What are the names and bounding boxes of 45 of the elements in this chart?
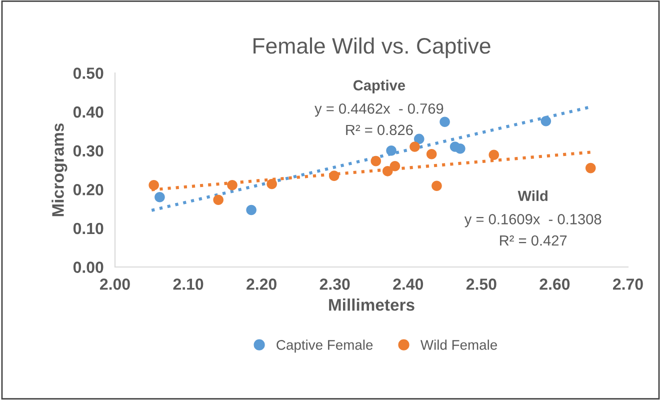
point	[410, 142, 420, 152]
point	[370, 156, 382, 166]
y-tick-label: 0.00	[73, 262, 104, 273]
annotation: R² = 0.826	[346, 124, 413, 136]
point	[540, 116, 552, 126]
x-tick-label: 2.70	[613, 278, 643, 290]
annotation: y = 0.1609x - 0.1308	[464, 214, 602, 228]
point	[426, 148, 437, 160]
y-tick-label: 0.10	[73, 222, 104, 234]
point	[266, 178, 277, 190]
point	[246, 204, 256, 216]
point	[414, 134, 424, 144]
annotation: y = 0.4462x - 0.769	[314, 103, 444, 117]
x-tick-label: 2.10	[173, 278, 204, 290]
x-tick-label: 2.50	[466, 278, 496, 290]
point	[227, 180, 238, 190]
point	[440, 116, 450, 128]
y-tick-label: 0.40	[73, 106, 104, 118]
y-tick-label: 0.20	[73, 184, 104, 196]
point	[213, 194, 224, 206]
legend-label: Wild Female	[420, 340, 497, 350]
point	[382, 166, 393, 176]
chart-title: Female Wild vs. Captive	[254, 37, 490, 58]
point	[328, 170, 340, 181]
x-tick-label: 2.60	[540, 278, 570, 290]
point	[432, 180, 442, 192]
point	[386, 145, 396, 156]
point	[154, 192, 165, 202]
point	[148, 180, 159, 190]
x-tick-label: 2.00	[100, 278, 130, 290]
annotation: R² = 0.427	[500, 235, 567, 246]
y-tick-label: 0.30	[73, 145, 104, 157]
x-tick-label: 2.40	[393, 278, 424, 290]
point	[488, 150, 500, 160]
y-axis-title: Micrograms	[52, 123, 68, 216]
point	[455, 144, 466, 154]
point	[390, 160, 400, 172]
annotation: Captive	[353, 80, 406, 94]
legend-label: Captive Female	[276, 340, 373, 353]
point	[585, 162, 596, 174]
x-tick-label: 2.30	[320, 278, 350, 290]
annotation: Wild	[518, 190, 548, 202]
x-axis-title: Millimeters	[329, 298, 414, 311]
y-tick-label: 0.50	[73, 68, 104, 79]
x-tick-label: 2.20	[246, 278, 276, 290]
